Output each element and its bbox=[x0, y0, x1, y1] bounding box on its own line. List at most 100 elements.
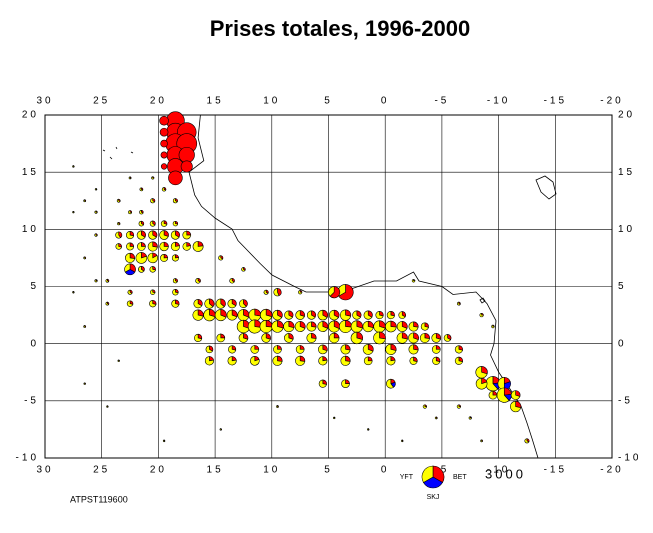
pie-wedge bbox=[168, 170, 183, 186]
legend-swatch bbox=[421, 465, 434, 483]
pie-wedge bbox=[160, 253, 169, 262]
pie-wedge bbox=[340, 344, 351, 355]
pie-wedge bbox=[193, 299, 203, 309]
pie-wedge bbox=[192, 241, 204, 252]
pie-wedge bbox=[229, 278, 235, 284]
pie-wedge bbox=[128, 210, 133, 215]
pie-wedge bbox=[182, 230, 192, 240]
pie-wedge bbox=[159, 230, 169, 240]
pie-wedge bbox=[117, 359, 120, 363]
pie-wedge bbox=[298, 290, 303, 295]
pie-wedge bbox=[160, 139, 168, 148]
pie-wedge bbox=[192, 309, 204, 321]
pie-wedge bbox=[317, 321, 329, 332]
pie-wedge bbox=[150, 289, 156, 295]
pie-wedge bbox=[147, 252, 158, 264]
pie-wedge bbox=[128, 176, 132, 180]
footnote: ATPST119600 bbox=[70, 494, 128, 504]
pie-wedge bbox=[94, 210, 98, 214]
pie-wedge bbox=[479, 312, 484, 318]
pie-wedge bbox=[261, 333, 271, 343]
pie-wedge bbox=[172, 220, 179, 227]
pie-wedge bbox=[510, 390, 521, 400]
pie-wedge bbox=[139, 209, 144, 215]
pie-wedge bbox=[215, 298, 225, 309]
pie-wedge bbox=[94, 233, 98, 237]
pie-wedge bbox=[218, 255, 224, 261]
pie-wedge bbox=[480, 439, 483, 443]
pie-wedge bbox=[126, 242, 134, 251]
pie-wedge bbox=[126, 300, 134, 307]
pie-wedge bbox=[443, 334, 451, 342]
pie-wedge bbox=[72, 291, 75, 294]
pie-wedge bbox=[248, 308, 262, 322]
pie-wedge bbox=[339, 309, 352, 321]
x-tick-label: 30 bbox=[36, 465, 53, 476]
pie-wedge bbox=[161, 187, 167, 192]
pie-wedge bbox=[375, 311, 384, 320]
pie-wedge bbox=[396, 321, 408, 332]
pie-wedge bbox=[329, 286, 341, 299]
pie-wedge bbox=[510, 400, 522, 413]
pie-wedge bbox=[216, 333, 226, 343]
x-tick-label: -5 bbox=[434, 96, 449, 107]
pie-wedge bbox=[263, 289, 269, 295]
pie-wedge bbox=[283, 320, 295, 333]
pie-wedge bbox=[329, 309, 339, 321]
x-tick-label: 15 bbox=[207, 465, 224, 476]
pie-wedge bbox=[237, 309, 250, 321]
y-tick-label: 10 bbox=[22, 224, 39, 235]
pie-wedge bbox=[72, 165, 75, 168]
pie-wedge bbox=[408, 332, 419, 344]
pie-wedge bbox=[398, 311, 406, 319]
y-tick-label: -5 bbox=[24, 395, 39, 406]
pie-wedge bbox=[260, 308, 273, 322]
y-tick-label: -10 bbox=[16, 453, 39, 464]
y-tick-label: -5 bbox=[618, 395, 633, 406]
pie-wedge bbox=[306, 332, 317, 343]
pie-wedge bbox=[475, 366, 488, 379]
pie-wedge bbox=[105, 301, 110, 306]
pie-wedge bbox=[239, 299, 247, 308]
pie-wedge bbox=[271, 320, 284, 333]
pie-wedge bbox=[273, 345, 282, 354]
pie-wedge bbox=[318, 344, 328, 355]
pie-wedge bbox=[524, 438, 530, 444]
pie-wedge bbox=[317, 309, 328, 321]
pie-wedge bbox=[127, 289, 133, 295]
pie-wedge bbox=[338, 284, 354, 301]
pie-wedge bbox=[295, 310, 305, 320]
pie-wedge bbox=[160, 151, 168, 159]
pie-wedge bbox=[431, 345, 441, 354]
pie-wedge bbox=[295, 355, 306, 366]
pie-wedge bbox=[205, 345, 213, 354]
y-tick-label: 0 bbox=[30, 338, 39, 349]
pie-wedge bbox=[491, 324, 495, 329]
pie-wedge bbox=[386, 356, 396, 366]
pie-wedge bbox=[386, 311, 395, 320]
pie-wedge bbox=[138, 266, 145, 273]
y-tick-label: 5 bbox=[618, 281, 627, 292]
pie-wedge bbox=[149, 299, 157, 308]
pie-wedge bbox=[149, 266, 156, 273]
pie-wedge bbox=[306, 321, 317, 332]
pie-wedge bbox=[350, 320, 363, 333]
legend-scale: 3000 bbox=[485, 466, 526, 481]
x-tick-label: 20 bbox=[150, 96, 167, 107]
pie-wedge bbox=[160, 163, 168, 170]
pie-wedge bbox=[456, 404, 462, 409]
pie-wedge bbox=[385, 320, 397, 333]
x-tick-label: 0 bbox=[381, 96, 390, 107]
pie-wedge bbox=[328, 332, 340, 344]
pie-wedge bbox=[332, 416, 336, 420]
pie-wedge bbox=[195, 278, 201, 284]
legend-label: SKJ bbox=[427, 494, 440, 501]
pie-wedge bbox=[136, 230, 146, 240]
pie-wedge bbox=[340, 355, 351, 366]
pie-wedge bbox=[250, 345, 260, 354]
pie-wedge bbox=[83, 382, 86, 385]
pie-wedge bbox=[396, 332, 408, 344]
pie-wedge bbox=[328, 320, 340, 333]
